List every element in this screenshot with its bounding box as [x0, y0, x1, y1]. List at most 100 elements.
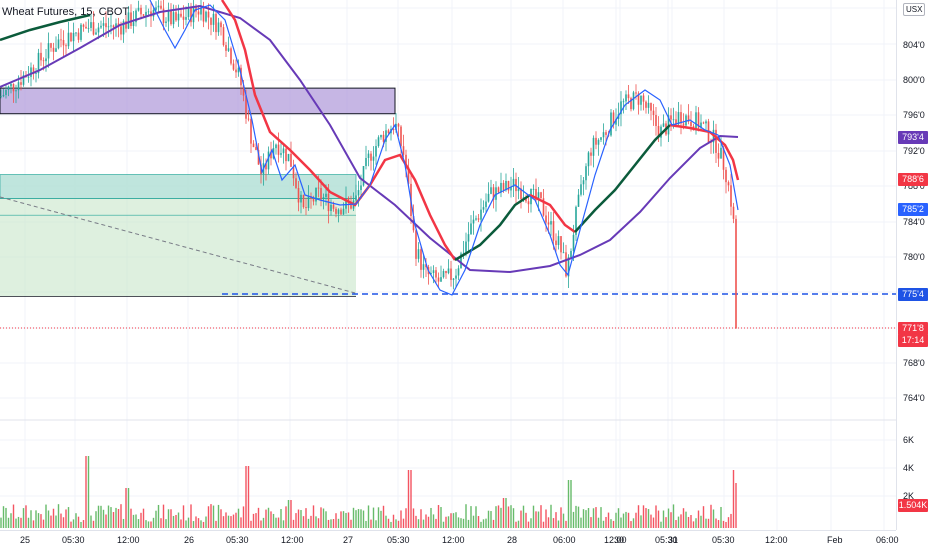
candle-body: [652, 110, 655, 115]
candle-body: [157, 5, 160, 8]
candle-body: [75, 32, 77, 34]
candle-body: [507, 180, 510, 191]
candle-body: [720, 147, 722, 159]
volume-bar: [527, 521, 530, 528]
candle-body: [322, 197, 325, 200]
volume-bar: [172, 515, 175, 528]
volume-bar: [530, 518, 532, 528]
time-label: 12:00: [442, 535, 465, 545]
volume-bar: [670, 512, 672, 528]
candle-body: [680, 112, 682, 124]
volume-bar: [462, 518, 465, 528]
candle-body: [120, 26, 122, 35]
candle-body: [125, 21, 127, 29]
volume-bar: [332, 519, 335, 528]
candle-body: [490, 187, 492, 194]
candle-body: [377, 137, 380, 147]
volume-bar: [732, 470, 735, 528]
volume-bar: [680, 514, 682, 528]
volume-bar: [372, 507, 375, 528]
candle-body: [90, 22, 92, 28]
candle-body: [650, 102, 652, 111]
volume-bar: [32, 520, 35, 528]
candle-body: [727, 182, 730, 186]
volume-bar: [620, 517, 622, 528]
volume-bar: [140, 512, 142, 528]
volume-bar: [545, 509, 547, 528]
trend-line: [0, 196, 356, 294]
symbol-title[interactable]: Wheat Futures, 15, CBOT: [2, 6, 130, 18]
time-label: 28: [507, 535, 518, 545]
volume-bar: [237, 508, 240, 528]
volume-bar: [477, 516, 480, 528]
volume-bar: [577, 506, 580, 528]
ema-line-falling: [220, 0, 457, 261]
volume-bar: [635, 512, 637, 528]
time-label: 31: [668, 535, 679, 545]
volume-bar: [97, 505, 100, 528]
price-axis[interactable]: 8 804'0 800'0 796'0 792'0 788'0 784'0 78…: [896, 0, 932, 530]
volume-bar: [195, 516, 197, 528]
candle-body: [400, 126, 402, 147]
ema-line-rising: [574, 124, 671, 233]
candle-body: [252, 143, 255, 148]
price-label: 784'0: [903, 217, 925, 227]
volume-bar: [125, 488, 127, 528]
volume-bar: [525, 512, 527, 528]
volume-bar: [470, 506, 472, 528]
candle-body: [195, 6, 197, 12]
candle-body: [577, 194, 580, 207]
candle-body: [657, 126, 660, 138]
volume-bar: [722, 520, 725, 528]
volume-bar: [122, 518, 125, 528]
candle-body: [50, 43, 52, 48]
candle-body: [537, 192, 540, 200]
volume-bar: [382, 505, 385, 528]
ema-line-rising: [0, 13, 91, 42]
volume-bar: [400, 510, 402, 528]
candle-body: [242, 85, 245, 96]
candle-body: [437, 277, 440, 282]
volume-bar: [87, 456, 90, 528]
volume-bar: [137, 519, 140, 528]
candle-body: [185, 17, 187, 20]
volume-bar: [5, 507, 7, 528]
currency-badge[interactable]: USX: [903, 3, 926, 16]
volume-bar: [522, 505, 525, 528]
volume-bar: [615, 512, 617, 528]
candle-body: [450, 268, 452, 280]
candle-body: [610, 112, 612, 136]
candle-body: [222, 27, 225, 46]
volume-bar: [100, 505, 102, 528]
candle-body: [317, 187, 320, 189]
candle-body: [32, 67, 35, 74]
volume-bar: [665, 517, 667, 528]
volume-bar: [557, 520, 560, 528]
sma-long-line: [0, 4, 739, 274]
candle-body: [235, 69, 237, 73]
candle-body: [257, 149, 260, 165]
candle-body: [80, 24, 82, 40]
candle-body: [202, 7, 205, 22]
volume-bar: [730, 513, 732, 528]
volume-bar: [240, 517, 242, 528]
volume-bar: [2, 506, 5, 528]
candle-body: [332, 204, 335, 209]
candle-body: [555, 240, 557, 246]
candle-body: [82, 24, 85, 27]
candle-body: [615, 118, 617, 125]
volume-bar: [67, 507, 70, 528]
time-axis[interactable]: 25 05:30 12:00 26 05:30 12:00 27 05:30 1…: [0, 530, 899, 551]
volume-bar: [390, 521, 392, 528]
ema-tag: 788'6: [898, 173, 928, 186]
candle-body: [512, 178, 515, 188]
volume-bar: [232, 514, 235, 528]
volume-bar: [547, 517, 550, 528]
volume-bar: [575, 505, 577, 528]
candle-body: [165, 21, 167, 23]
volume-bar: [645, 508, 647, 528]
price-label: 768'0: [903, 358, 925, 368]
candle-body: [415, 230, 417, 259]
